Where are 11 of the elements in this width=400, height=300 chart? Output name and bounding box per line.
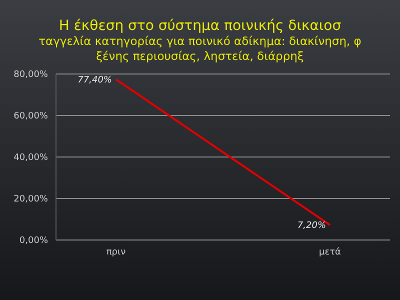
y-tick-label: 20,00%: [14, 194, 48, 205]
data-label: 77,40%: [78, 75, 112, 86]
x-tick-label: πριν: [106, 247, 126, 258]
y-tick-label: 60,00%: [14, 112, 48, 122]
chart-subtitle: ταγγελία κατηγορίας για ποινικό αδίκημα: διακίνηση, φ ξένης περιουσίας, ληστεία, διάρρηξ: [38, 34, 362, 64]
data-label: 7,20%: [297, 221, 326, 232]
chart-title: Η έκθεση στο σύστημα ποινικής δικαιοσ: [58, 18, 342, 34]
x-tick-label: μετά: [319, 246, 342, 258]
y-tick-label: 80,00%: [14, 70, 48, 80]
y-tick-label: 40,00%: [14, 153, 48, 164]
y-tick-label: 0,00%: [19, 236, 48, 246]
